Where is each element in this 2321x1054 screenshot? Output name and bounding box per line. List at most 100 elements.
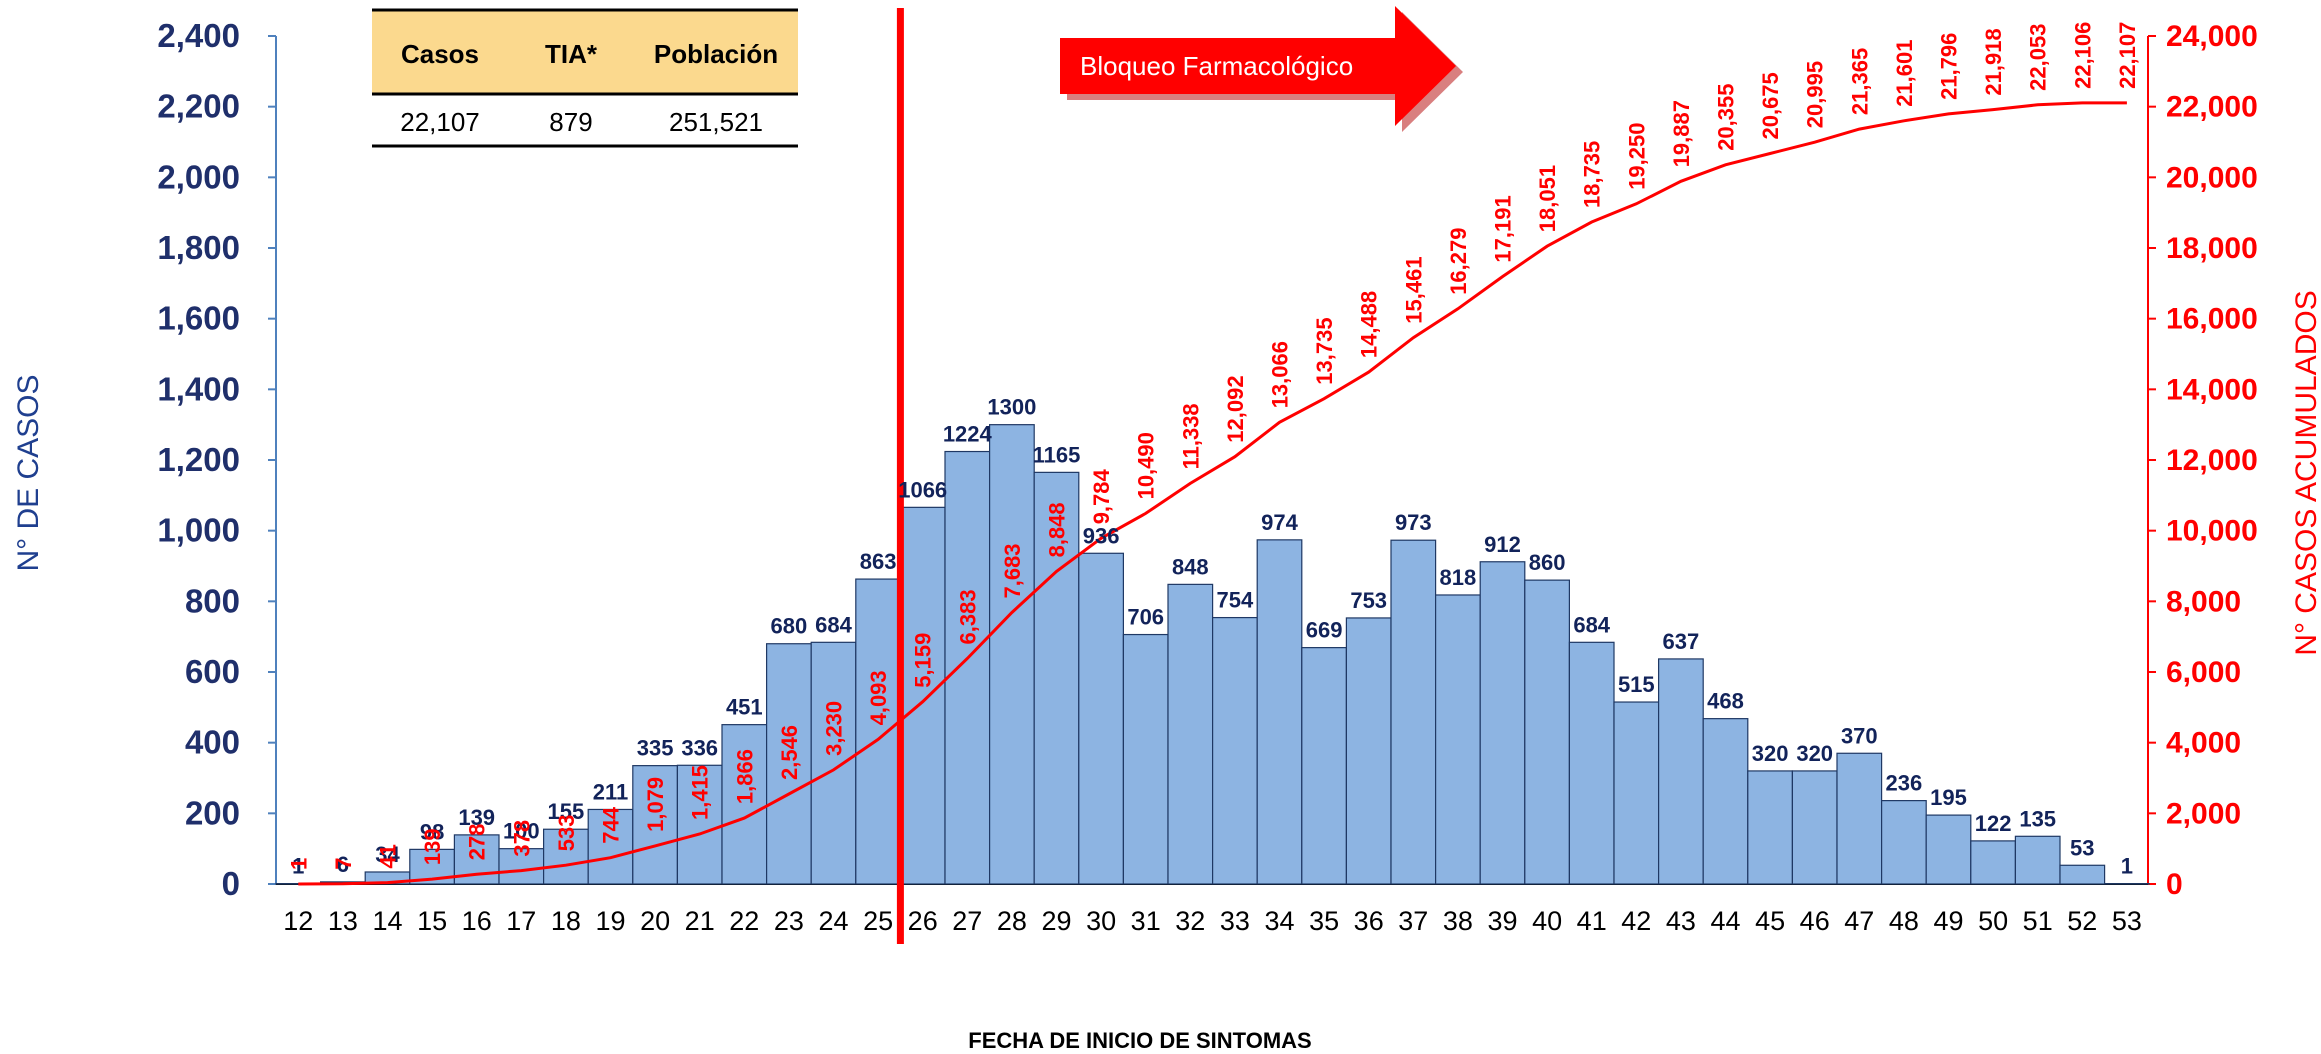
cumulative-value-label: 15,461 [1401, 256, 1426, 323]
cumulative-value-label: 11,338 [1178, 403, 1203, 469]
x-tick-label: 50 [1978, 906, 2008, 936]
x-tick-label: 25 [863, 906, 893, 936]
x-tick-label: 40 [1532, 906, 1562, 936]
bar-value-label: 863 [860, 549, 897, 574]
bar-value-label: 860 [1529, 550, 1566, 575]
bars [275, 424, 2150, 885]
x-tick-label: 28 [997, 906, 1027, 936]
cumulative-value-label: 20,675 [1758, 72, 1783, 139]
y-tick-label-right: 4,000 [2166, 727, 2241, 760]
cumulative-value-label: 3,230 [821, 701, 846, 756]
bar [1524, 579, 1571, 885]
x-tick-label: 20 [640, 906, 670, 936]
bar [988, 424, 1035, 885]
bar-value-label: 912 [1484, 532, 1521, 557]
bar-value-label: 155 [548, 799, 585, 824]
bar-value-label: 1300 [987, 395, 1036, 420]
bar-value-label: 139 [458, 805, 495, 830]
y-tick-label-right: 22,000 [2166, 91, 2258, 124]
y-tick-label-left: 2,400 [157, 17, 240, 54]
y-tick-label-right: 16,000 [2166, 303, 2258, 336]
cumulative-value-label: 20,355 [1713, 84, 1738, 151]
bar-value-label: 669 [1306, 618, 1343, 643]
x-tick-label: 46 [1800, 906, 1830, 936]
bar [810, 641, 857, 885]
y-tick-label-right: 14,000 [2166, 373, 2258, 406]
cumulative-value-label: 21,365 [1847, 48, 1872, 115]
x-tick-label: 38 [1443, 906, 1473, 936]
x-tick-label: 39 [1487, 906, 1517, 936]
bar [1970, 840, 2017, 885]
bar-value-label: 754 [1217, 588, 1254, 613]
x-axis-label: FECHA DE INICIO DE SINTOMAS [968, 1028, 1311, 1053]
cumulative-value-label: 12,092 [1223, 375, 1248, 442]
y-tick-label-left: 1,600 [157, 300, 240, 337]
x-tick-label: 49 [1933, 906, 1963, 936]
bar-value-label: 336 [681, 735, 718, 760]
y-tick-label-left: 1,200 [157, 441, 240, 478]
bar [2059, 864, 2106, 885]
cumulative-value-label: 378 [509, 820, 534, 857]
bar-value-label: 195 [1930, 785, 1967, 810]
bar [855, 578, 901, 885]
x-tick-label: 43 [1666, 906, 1696, 936]
cumulative-value-label: 278 [465, 823, 490, 860]
y-tick-label-right: 2,000 [2166, 797, 2241, 830]
cumulative-series-line [298, 101, 2127, 886]
bar-value-label: 684 [1573, 612, 1610, 637]
bar-value-label: 236 [1886, 771, 1923, 796]
bar [1345, 617, 1392, 885]
x-tick-label: 27 [952, 906, 982, 936]
bar-value-label: 53 [2070, 835, 2094, 860]
cumulative-value-label: 8,848 [1044, 502, 1069, 557]
bar-value-label: 320 [1796, 741, 1833, 766]
bar [632, 765, 678, 885]
cumulative-value-label: 21,796 [1936, 33, 1961, 100]
cumulative-value-label: 1,079 [643, 777, 668, 832]
cumulative-value-label: 18,735 [1580, 141, 1605, 208]
bar-value-label: 468 [1707, 689, 1744, 714]
bar [1033, 471, 1080, 885]
bar-value-label: 1165 [1033, 442, 1081, 467]
cumulative-value-label: 22,053 [2026, 24, 2051, 91]
cumulative-value-label: 22,107 [2115, 22, 2140, 89]
bar-value-label: 753 [1350, 588, 1387, 613]
y-tick-label-right: 0 [2166, 868, 2183, 901]
cumulative-value-label: 744 [599, 806, 624, 843]
cumulative-value-label: 18,051 [1535, 165, 1560, 232]
bar [1256, 539, 1303, 885]
bar [498, 848, 545, 885]
x-tick-label: 33 [1220, 906, 1250, 936]
y-axis-right-label: N° CASOS ACUMULADOS [2290, 290, 2321, 655]
x-tick-label: 36 [1354, 906, 1384, 936]
bar [1568, 641, 1615, 885]
bar-value-label: 34 [375, 842, 400, 867]
summary-value-casos: 22,107 [400, 107, 480, 137]
bar [1657, 658, 1704, 885]
bar [899, 506, 946, 885]
summary-value-poblacion: 251,521 [669, 107, 763, 137]
summary-header-tia: TIA* [545, 39, 598, 69]
y-tick-label-left: 2,000 [157, 158, 240, 195]
y-tick-label-left: 600 [185, 653, 240, 690]
cumulative-value-label: 16,279 [1446, 228, 1471, 295]
x-tick-label: 37 [1398, 906, 1428, 936]
cumulative-value-label: 7 [331, 858, 356, 870]
y-tick-label-right: 20,000 [2166, 161, 2258, 194]
summary-header-poblacion: Población [654, 39, 778, 69]
bar-value-label: 98 [420, 819, 444, 844]
summary-table: Casos TIA* Población 22,107 879 251,521 [372, 8, 798, 148]
x-tick-label: 52 [2067, 906, 2097, 936]
x-tick-label: 32 [1175, 906, 1205, 936]
cumulative-value-label: 19,250 [1624, 123, 1649, 190]
bar [1836, 752, 1883, 885]
bar [1479, 561, 1526, 885]
y-tick-label-left: 800 [185, 582, 240, 619]
y-tick-label-left: 1,000 [157, 512, 240, 549]
bar-value-label: 320 [1752, 741, 1789, 766]
cumulative-value-label: 13,735 [1312, 317, 1337, 384]
summary-table-header-bg [372, 10, 798, 94]
bar-value-label: 973 [1395, 510, 1432, 535]
bar-value-label: 6 [337, 852, 349, 877]
y-tick-label-right: 18,000 [2166, 232, 2258, 265]
